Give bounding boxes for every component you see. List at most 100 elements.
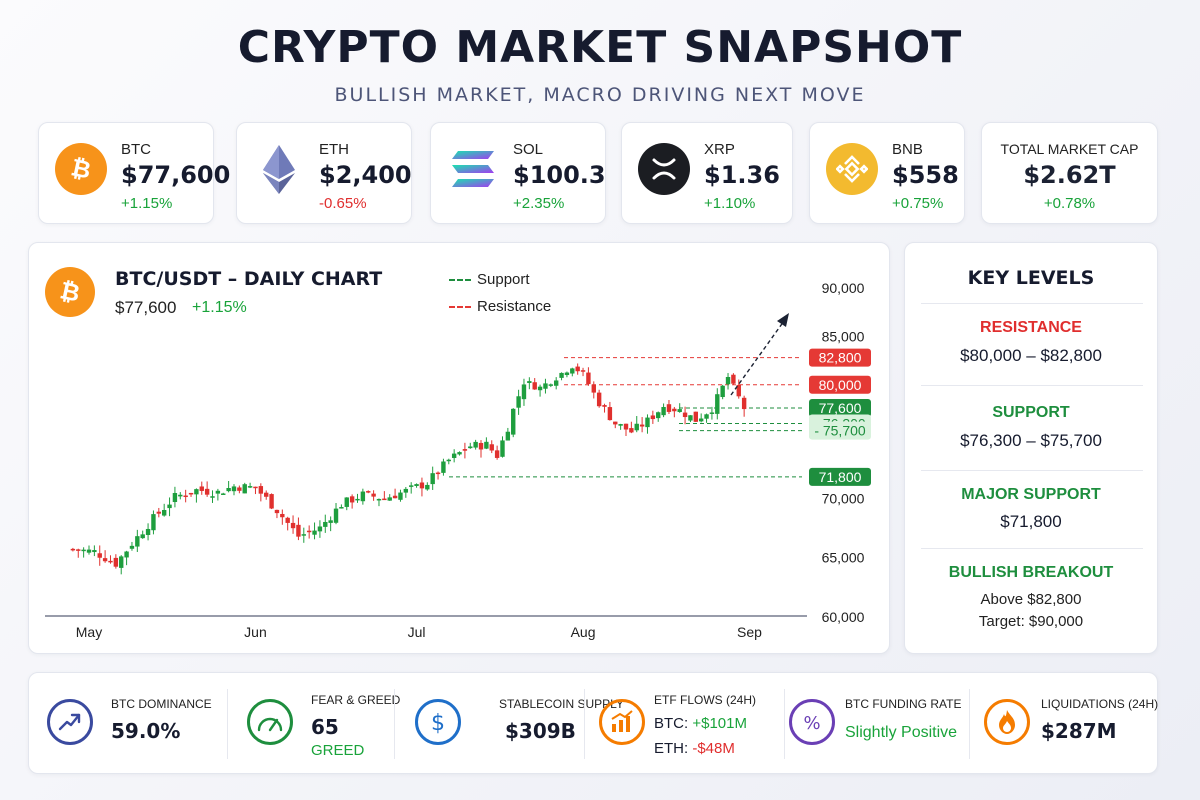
ticker-symbol: BTC <box>121 141 151 158</box>
candle-body <box>264 492 269 497</box>
candle-body <box>666 404 672 412</box>
candle-body <box>344 497 349 507</box>
market-cap-value: $2.62T <box>1023 161 1116 189</box>
candle-body <box>629 428 634 433</box>
metric-liquidations[interactable]: LIQUIDATIONS (24H) $287M <box>964 673 1159 775</box>
ticker-change: +2.35% <box>513 195 565 212</box>
y-tick-label: 70,000 <box>822 490 865 506</box>
candle-body <box>548 384 554 386</box>
candle-body <box>489 444 494 451</box>
ticker-price: $1.36 <box>704 161 780 189</box>
support-value: $76,300 – $75,700 <box>960 431 1102 450</box>
ticker-price: $2,400 <box>319 161 412 189</box>
page-subtitle: BULLISH MARKET, MACRO DRIVING NEXT MOVE <box>334 84 866 106</box>
candle-body <box>81 549 86 552</box>
ticker-symbol: SOL <box>513 141 544 158</box>
resistance-dash-icon <box>449 306 471 309</box>
candle-body <box>183 495 188 498</box>
candle-body <box>688 415 693 421</box>
breakout-above: Above $82,800 <box>980 591 1082 608</box>
breakout-target: Target: $90,000 <box>978 613 1084 630</box>
candle-body <box>419 482 425 489</box>
candle-body <box>435 472 441 475</box>
ticker-card-sol[interactable]: SOL $100.3 +2.35% <box>430 122 606 224</box>
candle-body <box>709 412 715 414</box>
metric-funding-rate[interactable]: % BTC FUNDING RATE Slightly Positive <box>769 673 969 775</box>
candle-body <box>312 530 317 535</box>
candle-body <box>296 524 301 537</box>
candle-body <box>543 383 548 389</box>
level-tag-label: 82,800 <box>819 350 862 366</box>
candle-body <box>559 372 564 378</box>
candle-body <box>682 412 688 418</box>
svg-text:$: $ <box>431 711 445 736</box>
metric-value: $287M <box>1041 719 1117 743</box>
bullish-breakout-heading: BULLISH BREAKOUT <box>948 564 1114 581</box>
candle-body <box>285 517 290 523</box>
candle-body <box>602 405 607 407</box>
metric-etf-flows[interactable]: ETF FLOWS (24H) BTC: +$101M ETH: -$48M <box>589 673 779 775</box>
candle-body <box>221 493 226 495</box>
ticker-symbol: BNB <box>892 141 923 158</box>
candle-body <box>623 423 629 430</box>
level-tag-label: 77,600 <box>819 400 862 416</box>
candle-body <box>596 392 602 407</box>
candle-body <box>527 381 532 383</box>
candle-body <box>204 488 210 495</box>
candle-body <box>253 486 258 489</box>
xrp-icon <box>638 143 690 195</box>
metric-fear-greed[interactable]: FEAR & GREED 65 GREED <box>229 673 400 775</box>
etf-eth-prefix: ETH: <box>654 740 693 757</box>
market-cap-label: TOTAL MARKET CAP <box>1000 141 1139 157</box>
candle-body <box>328 520 333 523</box>
candle-body <box>731 374 736 384</box>
candle-body <box>280 513 285 518</box>
page-title: CRYPTO MARKET SNAPSHOT <box>237 22 963 73</box>
candle-body <box>639 424 645 427</box>
candle-body <box>92 550 97 553</box>
chart-title: BTC/USDT – DAILY CHART <box>115 268 383 290</box>
legend-support-label: Support <box>477 271 530 288</box>
candle-body <box>102 558 108 562</box>
candle-body <box>532 382 537 390</box>
market-cap-card[interactable]: TOTAL MARKET CAP $2.62T +0.78% <box>981 122 1158 224</box>
divider <box>921 303 1143 304</box>
candle-body <box>494 450 500 458</box>
candle-body <box>462 449 468 451</box>
candle-body <box>247 486 253 488</box>
candle-body <box>564 372 570 376</box>
legend-resistance-label: Resistance <box>477 298 552 315</box>
metric-label: ETF FLOWS (24H) <box>654 693 757 707</box>
etf-eth-value: -$48M <box>692 740 735 757</box>
candle-body <box>274 509 280 514</box>
ticker-card-xrp[interactable]: XRP $1.36 +1.10% <box>621 122 793 224</box>
x-tick-label: Jun <box>244 624 267 640</box>
level-tag-label: 71,800 <box>819 469 862 485</box>
candle-body <box>237 487 242 491</box>
resistance-value: $80,000 – $82,800 <box>960 346 1102 365</box>
candle-body <box>704 414 709 419</box>
chart-change: +1.15% <box>192 299 247 316</box>
candle-body <box>537 386 543 391</box>
candle-body <box>161 509 167 516</box>
candle-body <box>290 522 296 529</box>
candle-body <box>618 424 623 426</box>
candle-body <box>591 384 596 393</box>
candle-body <box>446 459 451 462</box>
bitcoin-icon: ₿ <box>45 267 95 317</box>
metric-value: $309B <box>505 719 576 743</box>
metric-value: 59.0% <box>111 719 181 743</box>
ticker-card-eth[interactable]: ETH $2,400 -0.65% <box>236 122 412 224</box>
candle-body <box>720 385 725 398</box>
divider <box>921 548 1143 549</box>
ticker-card-bnb[interactable]: BNB $558 +0.75% <box>809 122 965 224</box>
level-tag <box>809 421 871 440</box>
metric-stablecoin-supply[interactable]: $ STABLECOIN SUPPLY $309B <box>397 673 624 775</box>
ticker-symbol: ETH <box>319 141 349 158</box>
level-tag-label: 80,000 <box>819 377 862 393</box>
metrics-bar: BTC DOMINANCE 59.0% FEAR & GREED 65 GREE… <box>28 672 1158 774</box>
chart-price: $77,600 <box>115 298 177 317</box>
ticker-card-btc[interactable]: ₿ BTC $77,600 +1.15% <box>38 122 230 224</box>
metric-btc-dominance[interactable]: BTC DOMINANCE 59.0% <box>29 673 224 775</box>
candle-body <box>672 408 677 412</box>
